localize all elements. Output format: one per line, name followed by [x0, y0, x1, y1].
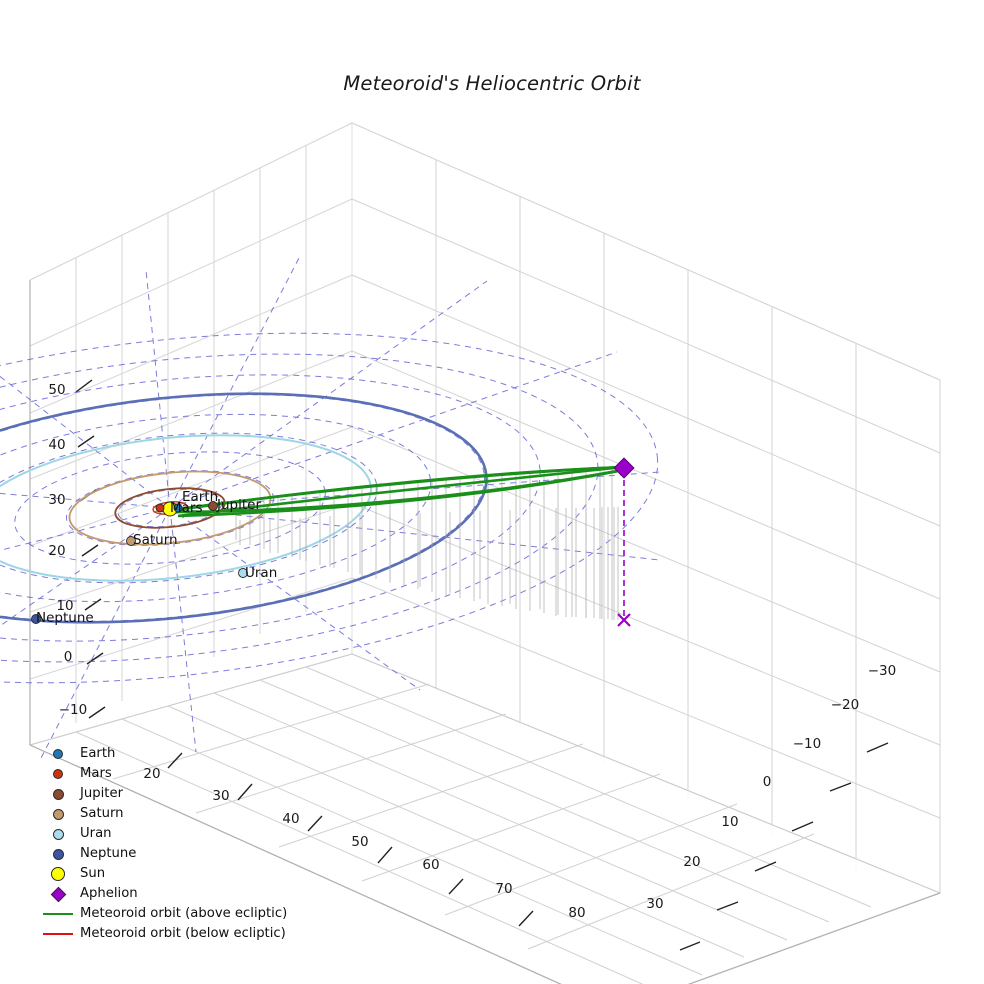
legend-item-label: Meteoroid orbit (above ecliptic): [80, 906, 288, 921]
neptune-marker: [31, 614, 41, 624]
y-tick-label: −20: [830, 697, 860, 713]
uran-marker: [238, 568, 248, 578]
circle-marker-icon: [52, 828, 64, 840]
circle-marker-icon: [52, 848, 64, 860]
legend-item[interactable]: Aphelion: [36, 884, 294, 904]
line-swatch-icon: [43, 913, 73, 915]
circle-marker-icon: [51, 867, 65, 881]
jupiter-marker: [208, 501, 218, 511]
planet-label-earth: Earth: [182, 489, 219, 505]
planet-markers: [31, 501, 248, 624]
legend-item[interactable]: Uran: [36, 824, 294, 844]
mars-marker: [155, 503, 165, 513]
x-tick-label: 60: [422, 857, 440, 873]
y-tick-label: 10: [721, 814, 739, 830]
tick-marks: [75, 379, 889, 951]
legend-item-label: Meteoroid orbit (below ecliptic): [80, 926, 286, 941]
axis-spines: [29, 280, 941, 984]
axes-panes: [28, 122, 942, 984]
y-tick-label: 0: [762, 774, 772, 790]
aphelion-marker: [613, 457, 635, 479]
meteoroid-orbit-above-ecliptic-lower: [168, 468, 624, 514]
earth-marker: [173, 503, 183, 513]
legend-item-label: Jupiter: [80, 786, 123, 801]
y-axis-spine: [687, 892, 941, 984]
legend-item-label: Sun: [80, 866, 106, 881]
z-tick-label: 20: [48, 543, 66, 559]
z-tick-label: 30: [48, 492, 66, 508]
circle-marker-icon: [52, 808, 64, 820]
orbit-stem-lines: [235, 468, 619, 620]
z-tick-label: −10: [58, 702, 88, 718]
x-tick-label: 40: [282, 811, 300, 827]
circle-marker-icon: [52, 788, 64, 800]
saturn-marker: [126, 536, 136, 546]
diamond-marker-icon: [50, 886, 66, 902]
meteoroid-orbit-above-ecliptic-upper: [170, 465, 624, 512]
plot-legend: Earth Mars Jupiter Saturn Uran Neptune Sun Aphe…: [36, 744, 294, 944]
legend-item-label: Uran: [80, 826, 112, 841]
legend-item[interactable]: Saturn: [36, 804, 294, 824]
legend-item[interactable]: Earth: [36, 744, 294, 764]
legend-item-label: Aphelion: [80, 886, 138, 901]
legend-item[interactable]: Meteoroid orbit (above ecliptic): [36, 904, 294, 924]
x-tick-marks: [167, 752, 534, 927]
circle-marker-icon: [53, 749, 63, 759]
line-swatch-icon: [43, 933, 73, 935]
legend-item-label: Saturn: [80, 806, 124, 821]
x-tick-label: 70: [495, 881, 513, 897]
y-tick-label: 20: [683, 854, 701, 870]
circle-marker-icon: [53, 769, 63, 779]
legend-item-label: Neptune: [80, 846, 137, 861]
x-tick-label: 50: [351, 834, 369, 850]
legend-item-label: Earth: [80, 746, 116, 761]
aphelion-projection-x-marker: [617, 613, 631, 627]
z-tick-label: 50: [48, 382, 66, 398]
x-tick-label: 80: [568, 905, 586, 921]
x-axis-spine: [29, 744, 562, 984]
legend-item[interactable]: Mars: [36, 764, 294, 784]
z-tick-label: 40: [48, 437, 66, 453]
legend-item-label: Mars: [80, 766, 112, 781]
planet-label-saturn: Saturn: [133, 532, 178, 548]
y-tick-label: −30: [867, 663, 897, 679]
y-tick-label: −10: [792, 736, 822, 752]
legend-item[interactable]: Meteoroid orbit (below ecliptic): [36, 924, 294, 944]
legend-item[interactable]: Neptune: [36, 844, 294, 864]
z-tick-label: 0: [63, 649, 73, 665]
y-tick-label: 30: [646, 896, 664, 912]
legend-item[interactable]: Jupiter: [36, 784, 294, 804]
planet-label-neptune: Neptune: [36, 610, 94, 626]
planet-label-uran: Uran: [245, 565, 278, 581]
planet-label-jupiter: Jupiter: [217, 497, 262, 513]
x-tick-label: 30: [212, 788, 230, 804]
x-tick-label: 20: [143, 766, 161, 782]
planet-label-mars: Mars: [170, 500, 203, 516]
meteoroid-orbit: [167, 465, 625, 518]
z-tick-label: 10: [56, 598, 74, 614]
aphelion-group: [613, 457, 635, 627]
y-tick-marks: [679, 742, 889, 951]
legend-item[interactable]: Sun: [36, 864, 294, 884]
page-title: Meteoroid's Heliocentric Orbit: [343, 72, 641, 95]
